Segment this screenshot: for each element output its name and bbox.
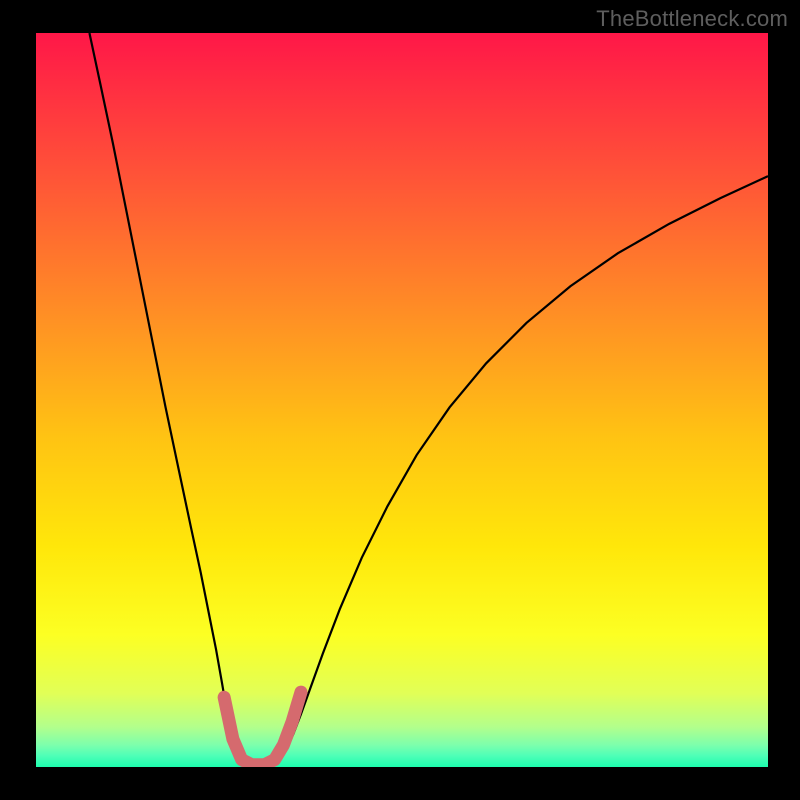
chart-plot-area: [36, 33, 768, 767]
gradient-background: [36, 33, 768, 767]
chart-svg: [36, 33, 768, 767]
watermark-text: TheBottleneck.com: [596, 6, 788, 32]
